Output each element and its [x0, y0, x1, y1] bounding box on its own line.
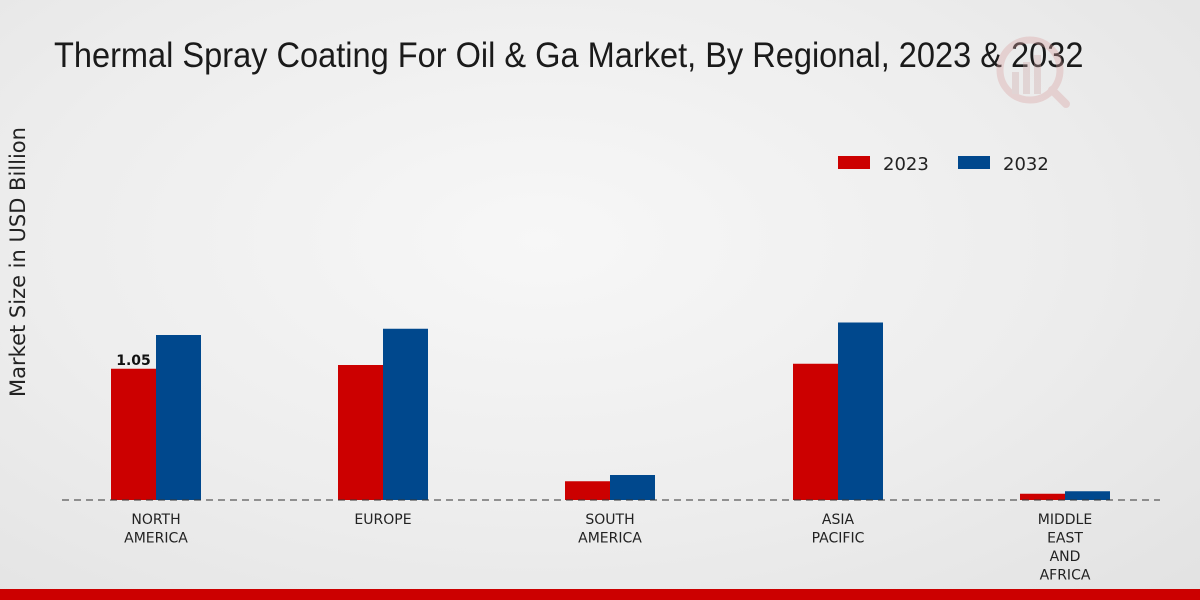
- legend-label-2032: 2032: [1003, 154, 1049, 175]
- bar-2023-0: [111, 368, 156, 500]
- x-tick-label: SOUTH AMERICA: [578, 512, 642, 547]
- x-tick-label: EUROPE: [354, 512, 411, 528]
- legend-swatch-2032: [958, 156, 990, 169]
- legend-label-2023: 2023: [883, 154, 929, 175]
- bar-2032-0: [156, 335, 201, 500]
- bar-2023-3: [793, 363, 838, 500]
- data-label: 1.05: [116, 353, 151, 369]
- watermark-logo-icon: [996, 36, 1070, 108]
- x-tick-label: ASIA PACIFIC: [812, 512, 865, 547]
- bar-2032-1: [383, 328, 428, 500]
- bar-2023-2: [565, 481, 610, 500]
- bar-2032-3: [838, 322, 883, 500]
- chart-title: Thermal Spray Coating For Oil & Ga Marke…: [54, 36, 1084, 75]
- bar-2023-1: [338, 365, 383, 500]
- legend-swatch-2023: [838, 156, 870, 169]
- x-tick-label: NORTH AMERICA: [124, 512, 188, 547]
- bar-2023-4: [1020, 493, 1065, 500]
- x-tick-label: MIDDLE EAST AND AFRICA: [1038, 512, 1092, 584]
- bar-2032-2: [610, 475, 655, 500]
- bar-2032-4: [1065, 491, 1110, 500]
- bottom-accent-bar: [0, 589, 1200, 600]
- legend: 2023 2032: [838, 154, 1049, 175]
